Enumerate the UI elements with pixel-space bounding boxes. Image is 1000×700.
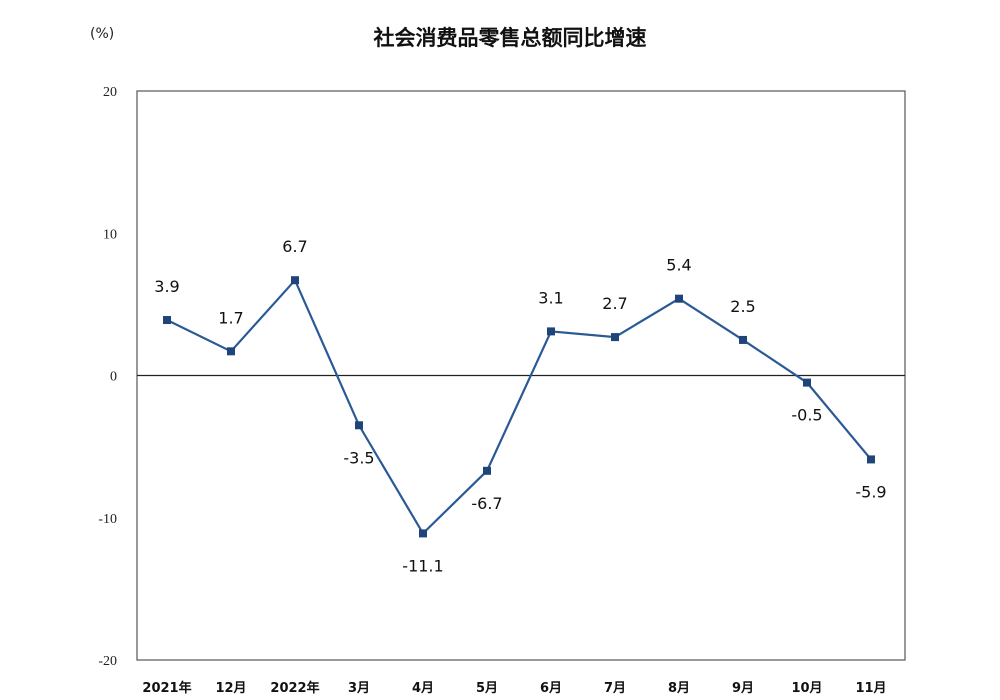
data-point-marker bbox=[739, 335, 747, 344]
data-label: 2.5 bbox=[730, 297, 755, 316]
data-label: -0.5 bbox=[791, 406, 822, 425]
y-tick-label: -20 bbox=[98, 654, 117, 669]
data-point-marker bbox=[611, 333, 619, 342]
x-tick-label: 11月 bbox=[855, 681, 886, 696]
x-tick-label: 5月 bbox=[476, 681, 498, 696]
x-tick-label: 4月 bbox=[412, 681, 434, 696]
data-point-marker bbox=[867, 455, 875, 464]
data-label: 5.4 bbox=[666, 256, 691, 275]
y-tick-label: 10 bbox=[103, 227, 117, 242]
data-point-marker bbox=[419, 529, 427, 538]
data-point-marker bbox=[227, 347, 235, 356]
y-tick-label: 20 bbox=[103, 85, 117, 100]
data-label: -3.5 bbox=[343, 448, 374, 467]
data-label: -6.7 bbox=[471, 494, 502, 513]
y-tick-label: -10 bbox=[98, 512, 117, 527]
data-point-marker bbox=[355, 421, 363, 430]
x-tick-label: 3月 bbox=[348, 681, 370, 696]
data-point-marker bbox=[675, 294, 683, 303]
data-point-marker bbox=[483, 466, 491, 475]
x-tick-label: 2022年 bbox=[270, 680, 319, 696]
x-tick-label: 2021年 bbox=[142, 680, 191, 696]
x-tick-label: 7月 bbox=[604, 681, 626, 696]
x-tick-label: 12月 bbox=[215, 681, 246, 696]
data-point-marker bbox=[547, 327, 555, 336]
data-label: -5.9 bbox=[855, 482, 886, 501]
x-tick-label: 9月 bbox=[732, 681, 754, 696]
y-tick-label: 0 bbox=[110, 370, 117, 385]
chart-title: 社会消费品零售总额同比增速 bbox=[373, 26, 647, 50]
x-tick-label: 6月 bbox=[540, 681, 562, 696]
x-tick-label: 8月 bbox=[668, 681, 690, 696]
data-point-marker bbox=[163, 316, 171, 325]
data-label: 1.7 bbox=[218, 308, 243, 327]
x-tick-label: 10月 bbox=[791, 681, 822, 696]
data-point-marker bbox=[291, 276, 299, 285]
data-label: 3.9 bbox=[154, 277, 179, 296]
data-label: -11.1 bbox=[402, 556, 443, 575]
data-label: 6.7 bbox=[282, 237, 307, 256]
series-line bbox=[166, 278, 872, 536]
y-axis-unit-label: (%) bbox=[90, 26, 115, 42]
data-point-marker bbox=[803, 378, 811, 387]
data-label: 2.7 bbox=[602, 294, 627, 313]
data-label: 3.1 bbox=[538, 288, 563, 307]
